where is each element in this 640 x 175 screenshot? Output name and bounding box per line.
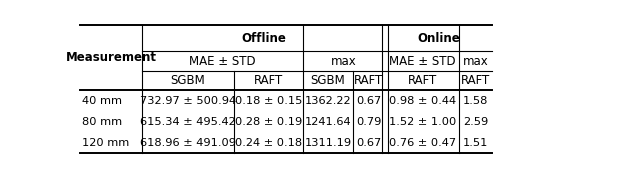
Text: RAFT: RAFT xyxy=(408,74,437,87)
Text: max: max xyxy=(332,55,357,68)
Text: 0.67: 0.67 xyxy=(356,96,381,106)
Text: SGBM: SGBM xyxy=(310,74,346,87)
Text: 0.24 ± 0.18: 0.24 ± 0.18 xyxy=(235,138,302,148)
Text: Offline: Offline xyxy=(241,32,286,45)
Text: SGBM: SGBM xyxy=(170,74,205,87)
Text: 1311.19: 1311.19 xyxy=(305,138,351,148)
Text: 0.79: 0.79 xyxy=(356,117,381,127)
Text: 80 mm: 80 mm xyxy=(82,117,122,127)
Text: 1241.64: 1241.64 xyxy=(305,117,351,127)
Text: 1.51: 1.51 xyxy=(463,138,488,148)
Text: max: max xyxy=(463,55,488,68)
Text: RAFT: RAFT xyxy=(461,74,490,87)
Text: 1.58: 1.58 xyxy=(463,96,488,106)
Text: 0.98 ± 0.44: 0.98 ± 0.44 xyxy=(388,96,456,106)
Text: 615.34 ± 495.42: 615.34 ± 495.42 xyxy=(140,117,236,127)
Text: RAFT: RAFT xyxy=(355,74,383,87)
Text: MAE ± STD: MAE ± STD xyxy=(389,55,456,68)
Text: 1362.22: 1362.22 xyxy=(305,96,351,106)
Text: 0.76 ± 0.47: 0.76 ± 0.47 xyxy=(388,138,456,148)
Text: MAE ± STD: MAE ± STD xyxy=(189,55,256,68)
Text: 2.59: 2.59 xyxy=(463,117,488,127)
Text: 732.97 ± 500.94: 732.97 ± 500.94 xyxy=(140,96,236,106)
Text: 1.52 ± 1.00: 1.52 ± 1.00 xyxy=(388,117,456,127)
Text: Measurement: Measurement xyxy=(65,51,157,64)
Text: 618.96 ± 491.09: 618.96 ± 491.09 xyxy=(140,138,236,148)
Text: 40 mm: 40 mm xyxy=(82,96,122,106)
Text: 0.28 ± 0.19: 0.28 ± 0.19 xyxy=(235,117,302,127)
Text: Online: Online xyxy=(417,32,460,45)
Text: RAFT: RAFT xyxy=(254,74,283,87)
Text: 120 mm: 120 mm xyxy=(82,138,129,148)
Text: 0.67: 0.67 xyxy=(356,138,381,148)
Text: 0.18 ± 0.15: 0.18 ± 0.15 xyxy=(235,96,302,106)
